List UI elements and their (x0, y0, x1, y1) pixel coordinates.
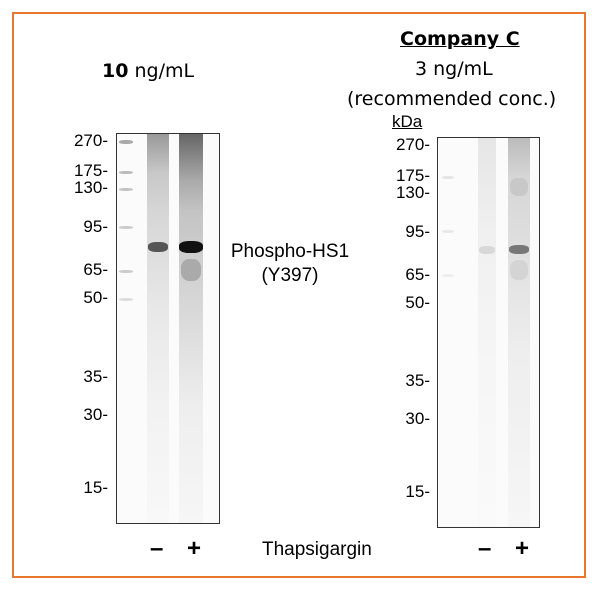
target-name: Phospho-HS1 (230, 241, 350, 262)
mw-label: 30- (405, 409, 430, 428)
mw-label: 95- (405, 222, 430, 241)
target-label: Phospho-HS1 (Y397) (230, 240, 350, 288)
lane-untreated (478, 138, 496, 527)
kda-label: kDa (392, 112, 423, 131)
left-minus-label: – (150, 535, 164, 562)
left-plus-label: + (187, 535, 202, 562)
mw-label: 175- (73, 161, 108, 180)
left-blot-image (116, 133, 220, 524)
mw-label: 95- (83, 217, 108, 236)
mw-label: 35- (405, 371, 430, 390)
mw-label: 35- (83, 367, 108, 386)
right-minus-label: – (478, 535, 492, 562)
mw-label: 15- (405, 482, 430, 501)
recommended-note: (recommended conc.) (347, 88, 557, 110)
company-title: Company C (400, 28, 520, 50)
mw-label: 175- (395, 166, 430, 185)
mw-label: 50- (83, 288, 108, 307)
concentration-value: 10 (102, 60, 129, 82)
target-site: (Y397) (261, 265, 319, 286)
mw-label: 130- (395, 183, 430, 202)
mw-label: 65- (405, 265, 430, 284)
concentration-unit: ng/mL (134, 60, 195, 82)
lane-untreated (147, 134, 169, 523)
right-blot-image (437, 137, 540, 528)
mw-label: 15- (83, 478, 108, 497)
right-concentration: 3 ng/mL (415, 58, 493, 80)
left-concentration: 10 ng/mL (102, 60, 194, 82)
figure-frame (12, 12, 586, 578)
treatment-label: Thapsigargin (262, 539, 372, 560)
mw-label: 270- (395, 135, 430, 154)
mw-label: 30- (83, 405, 108, 424)
lane-thapsigargin (508, 138, 530, 527)
mw-label: 130- (73, 178, 108, 197)
mw-label: 50- (405, 293, 430, 312)
lane-thapsigargin (179, 134, 203, 523)
mw-label: 65- (83, 260, 108, 279)
right-plus-label: + (515, 535, 530, 562)
mw-label: 270- (73, 131, 108, 150)
